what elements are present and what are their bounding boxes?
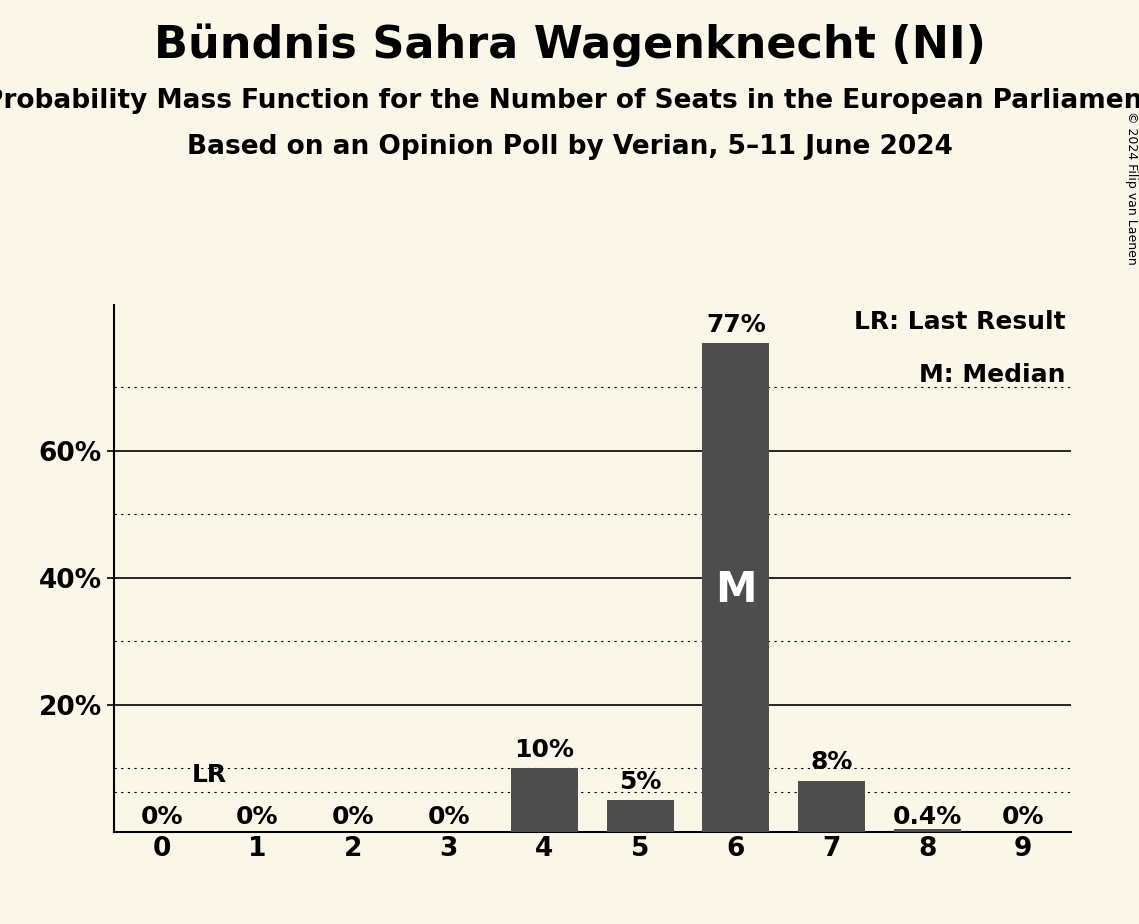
Bar [511,768,577,832]
Text: © 2024 Filip van Laenen: © 2024 Filip van Laenen [1124,111,1138,264]
Text: 0%: 0% [236,805,279,829]
Text: LR: Last Result: LR: Last Result [854,310,1066,334]
Bar [703,343,769,832]
Text: M: M [715,569,756,612]
Text: 0.4%: 0.4% [893,805,961,829]
Text: LR: LR [192,763,227,787]
Text: 0%: 0% [1001,805,1044,829]
Bar [798,781,865,832]
Text: Bündnis Sahra Wagenknecht (NI): Bündnis Sahra Wagenknecht (NI) [154,23,985,67]
Text: 5%: 5% [618,770,662,794]
Text: 0%: 0% [140,805,183,829]
Text: 10%: 10% [515,737,574,761]
Bar [894,829,960,832]
Text: M: Median: M: Median [919,363,1066,387]
Bar [607,800,673,832]
Text: 8%: 8% [810,750,853,774]
Text: Based on an Opinion Poll by Verian, 5–11 June 2024: Based on an Opinion Poll by Verian, 5–11… [187,134,952,160]
Text: 0%: 0% [331,805,375,829]
Text: 0%: 0% [427,805,470,829]
Text: Probability Mass Function for the Number of Seats in the European Parliament: Probability Mass Function for the Number… [0,88,1139,114]
Text: 77%: 77% [706,312,765,336]
